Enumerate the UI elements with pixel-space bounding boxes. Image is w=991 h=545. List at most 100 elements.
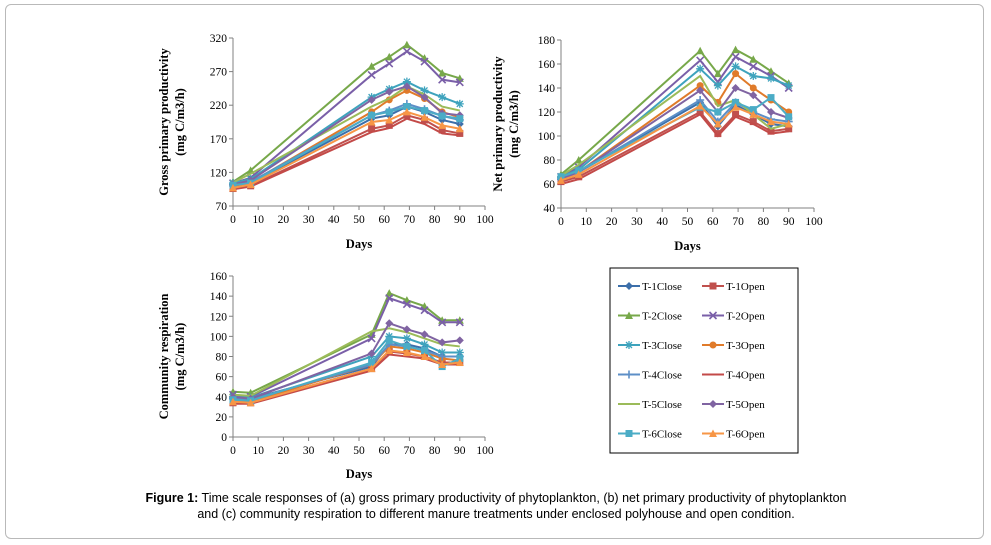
data-point-t-1open xyxy=(696,108,704,116)
chart-legend: T-1Close T-1Open T-2Close T-2Open T-3Close T-… xyxy=(609,267,799,454)
data-point-t-2open xyxy=(749,62,758,71)
legend-marker-t-5open xyxy=(709,400,717,408)
x-axis-title: Days xyxy=(346,237,373,251)
x-tick-label: 0 xyxy=(230,445,236,457)
data-point-t-5open xyxy=(438,338,447,347)
data-point-t-6open xyxy=(438,121,447,129)
x-tick-label: 10 xyxy=(252,214,264,226)
data-point-t-6close xyxy=(438,112,446,120)
y-tick-label: 70 xyxy=(216,201,228,213)
data-point-t-2open xyxy=(385,59,394,68)
data-point-t-2open xyxy=(420,57,429,66)
data-point-t-6open xyxy=(229,397,237,406)
data-point-t-6open xyxy=(455,124,464,133)
y-tick-label: 40 xyxy=(216,392,228,404)
data-point-t-3close xyxy=(766,74,775,83)
data-point-t-5open xyxy=(402,325,411,334)
data-point-t-6close xyxy=(456,115,464,123)
x-tick-label: 50 xyxy=(353,214,365,226)
series-line-t-2close xyxy=(232,43,461,183)
x-axis-title: Days xyxy=(346,467,373,481)
x-tick-label: 20 xyxy=(278,214,290,226)
data-point-t-1open xyxy=(767,127,775,135)
data-point-t-5open xyxy=(420,330,429,339)
x-tick-label: 80 xyxy=(429,445,441,457)
data-point-t-6open xyxy=(385,115,394,124)
data-point-t-1open xyxy=(385,121,393,129)
legend-label-t-5open: T-5Open xyxy=(726,399,765,411)
legend-marker-t-1open xyxy=(709,282,717,290)
y-axis-title-units: (mg C/m3/h) xyxy=(507,90,521,158)
x-tick-label: 50 xyxy=(353,445,365,457)
data-point-t-3open xyxy=(732,70,740,78)
chart-gpp: 70 120 170 220 270 320 0 10 20 30 40 50 60 70 80 90 100 D… xyxy=(157,33,494,251)
data-point-t-6close xyxy=(714,108,722,116)
data-point-t-1open xyxy=(368,125,376,133)
x-tick-label: 0 xyxy=(230,214,236,226)
data-point-t-5open xyxy=(367,95,376,104)
data-point-t-2close xyxy=(766,67,775,75)
x-tick-label: 100 xyxy=(476,445,494,457)
data-point-t-3close xyxy=(784,81,793,90)
data-point-t-2close xyxy=(696,46,705,55)
data-point-t-2close xyxy=(749,55,758,63)
x-tick-label: 50 xyxy=(682,216,694,228)
data-point-t-5open xyxy=(420,93,429,102)
y-tick-label: 60 xyxy=(544,179,556,191)
y-tick-label: 320 xyxy=(210,33,228,45)
data-point-t-6close xyxy=(421,107,429,115)
series-line-t-2close xyxy=(560,48,790,176)
data-point-t-6close xyxy=(403,342,411,350)
data-point-t-3close xyxy=(696,64,705,73)
legend-label-t-2close: T-2Close xyxy=(642,311,682,323)
data-point-t-3close xyxy=(385,332,394,341)
data-point-t-6open xyxy=(420,352,429,360)
y-tick-label: 120 xyxy=(210,167,228,179)
legend-label-t-4open: T-4Open xyxy=(726,370,765,382)
data-point-t-6open xyxy=(367,364,376,373)
legend-marker-t-2open xyxy=(708,311,718,320)
chart-npp: 40 60 80 100 120 140 160 180 0 10 20 30 40 50 60 70 80 90… xyxy=(491,35,823,253)
y-tick-label: 100 xyxy=(210,331,228,343)
data-point-t-5open xyxy=(696,86,705,95)
data-point-t-2open xyxy=(438,75,447,84)
data-point-t-6open xyxy=(731,103,740,111)
x-tick-label: 60 xyxy=(378,214,390,226)
y-tick-label: 60 xyxy=(216,372,228,384)
legend-label-t-2open: T-2Open xyxy=(726,311,765,323)
data-point-t-5open xyxy=(402,82,411,91)
data-point-t-4close xyxy=(438,352,447,361)
data-point-t-6open xyxy=(246,180,255,188)
x-tick-label: 80 xyxy=(758,216,770,228)
x-tick-label: 20 xyxy=(606,216,618,228)
data-point-t-6close xyxy=(785,113,793,121)
data-point-t-6open xyxy=(246,398,255,407)
legend-marker-t-4close xyxy=(625,370,633,379)
y-tick-label: 120 xyxy=(538,107,556,119)
x-tick-label: 70 xyxy=(404,214,416,226)
legend-label-t-5close: T-5Close xyxy=(642,399,682,411)
data-point-t-1open xyxy=(732,110,740,118)
y-axis-title: Gross primary productivity xyxy=(157,48,171,196)
data-point-t-2close xyxy=(385,52,394,61)
data-point-t-3open xyxy=(749,84,757,92)
chart-cr: 0 20 40 60 80 100 120 140 160 0 10 20 30 40 50 60 70 80 90… xyxy=(157,271,494,481)
data-point-t-3close xyxy=(402,334,411,343)
caption-label: Figure 1: xyxy=(145,491,199,505)
legend-marker-t-6open xyxy=(709,429,717,437)
x-tick-label: 40 xyxy=(328,445,340,457)
legend-label-t-3open: T-3Open xyxy=(726,340,765,352)
x-tick-label: 40 xyxy=(328,214,340,226)
data-point-t-6open xyxy=(557,176,565,184)
data-point-t-6open xyxy=(696,102,705,110)
x-tick-label: 40 xyxy=(656,216,668,228)
data-point-t-2open xyxy=(455,78,464,87)
data-point-t-1open xyxy=(785,125,793,133)
data-point-t-2close xyxy=(731,45,740,54)
data-point-t-6open xyxy=(574,170,583,178)
data-point-t-3close xyxy=(402,77,411,86)
data-point-t-2open xyxy=(385,294,394,303)
x-tick-label: 70 xyxy=(732,216,744,228)
data-point-t-3close xyxy=(420,86,429,95)
data-point-t-2open xyxy=(367,70,376,80)
